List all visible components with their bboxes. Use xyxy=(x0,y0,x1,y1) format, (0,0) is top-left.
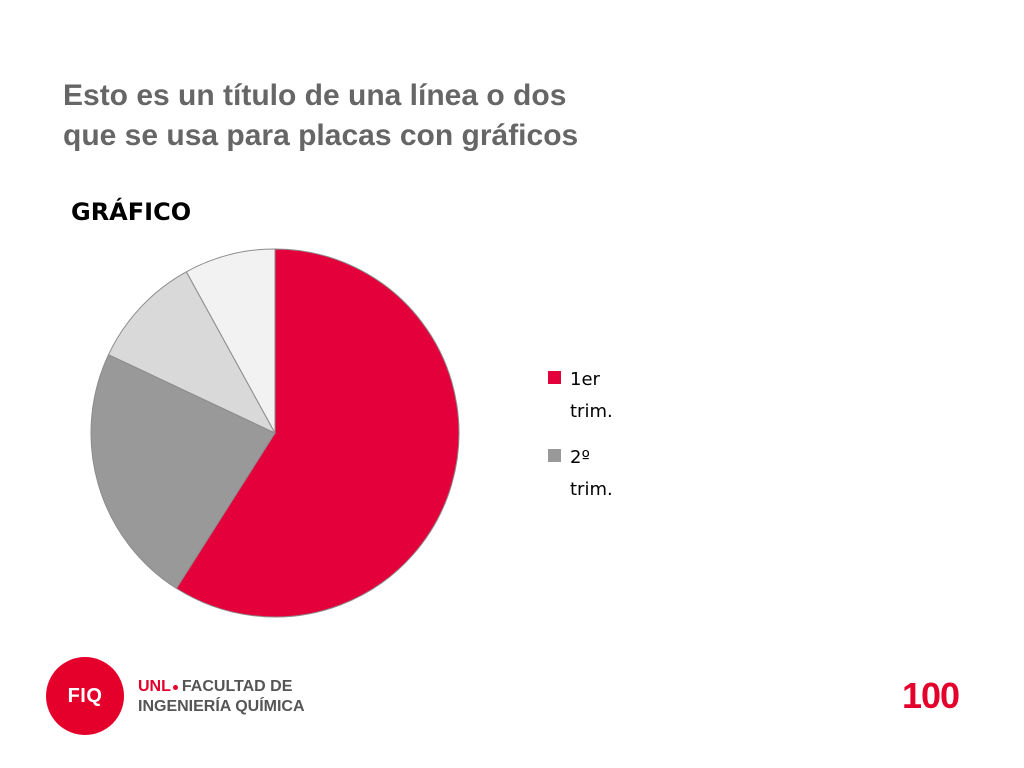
pie-chart xyxy=(90,248,460,618)
legend-swatch xyxy=(548,449,561,462)
institution-line-1: UNL FACULTAD DE xyxy=(138,677,305,697)
chart-legend: 1er trim. 2º trim. xyxy=(548,364,638,520)
legend-item-1er-trim: 1er trim. xyxy=(548,364,638,428)
unl-dot-icon xyxy=(172,685,178,690)
faculty-label: FACULTAD DE xyxy=(181,678,293,695)
chart-title: GRÁFICO xyxy=(71,198,192,226)
legend-item-2o-trim: 2º trim. xyxy=(548,442,638,506)
slide-title-line-1: Esto es un título de una línea o dos xyxy=(63,79,567,112)
pie-slice-1 xyxy=(175,248,460,618)
institution-line-2: INGENIERÍA QUÍMICA xyxy=(138,698,305,715)
pie-slice-3 xyxy=(107,271,277,435)
centenary-logo: 100 xyxy=(902,675,960,716)
unl-label: UNL xyxy=(138,678,171,695)
legend-label: 1er trim. xyxy=(570,369,613,422)
legend-swatch xyxy=(548,371,561,384)
institution-name: UNL FACULTAD DE INGENIERÍA QUÍMICA xyxy=(138,677,305,717)
fiq-logo-text: FIQ xyxy=(67,684,103,707)
legend-label: 2º trim. xyxy=(570,447,613,500)
slide-title-line-2: que se usa para placas con gráficos xyxy=(63,119,579,152)
pie-slice-4 xyxy=(185,248,276,434)
fiq-circle-logo: FIQ xyxy=(46,657,124,735)
slide-title: Esto es un título de una línea o dos que… xyxy=(63,76,783,156)
pie-slice-2 xyxy=(90,353,276,590)
